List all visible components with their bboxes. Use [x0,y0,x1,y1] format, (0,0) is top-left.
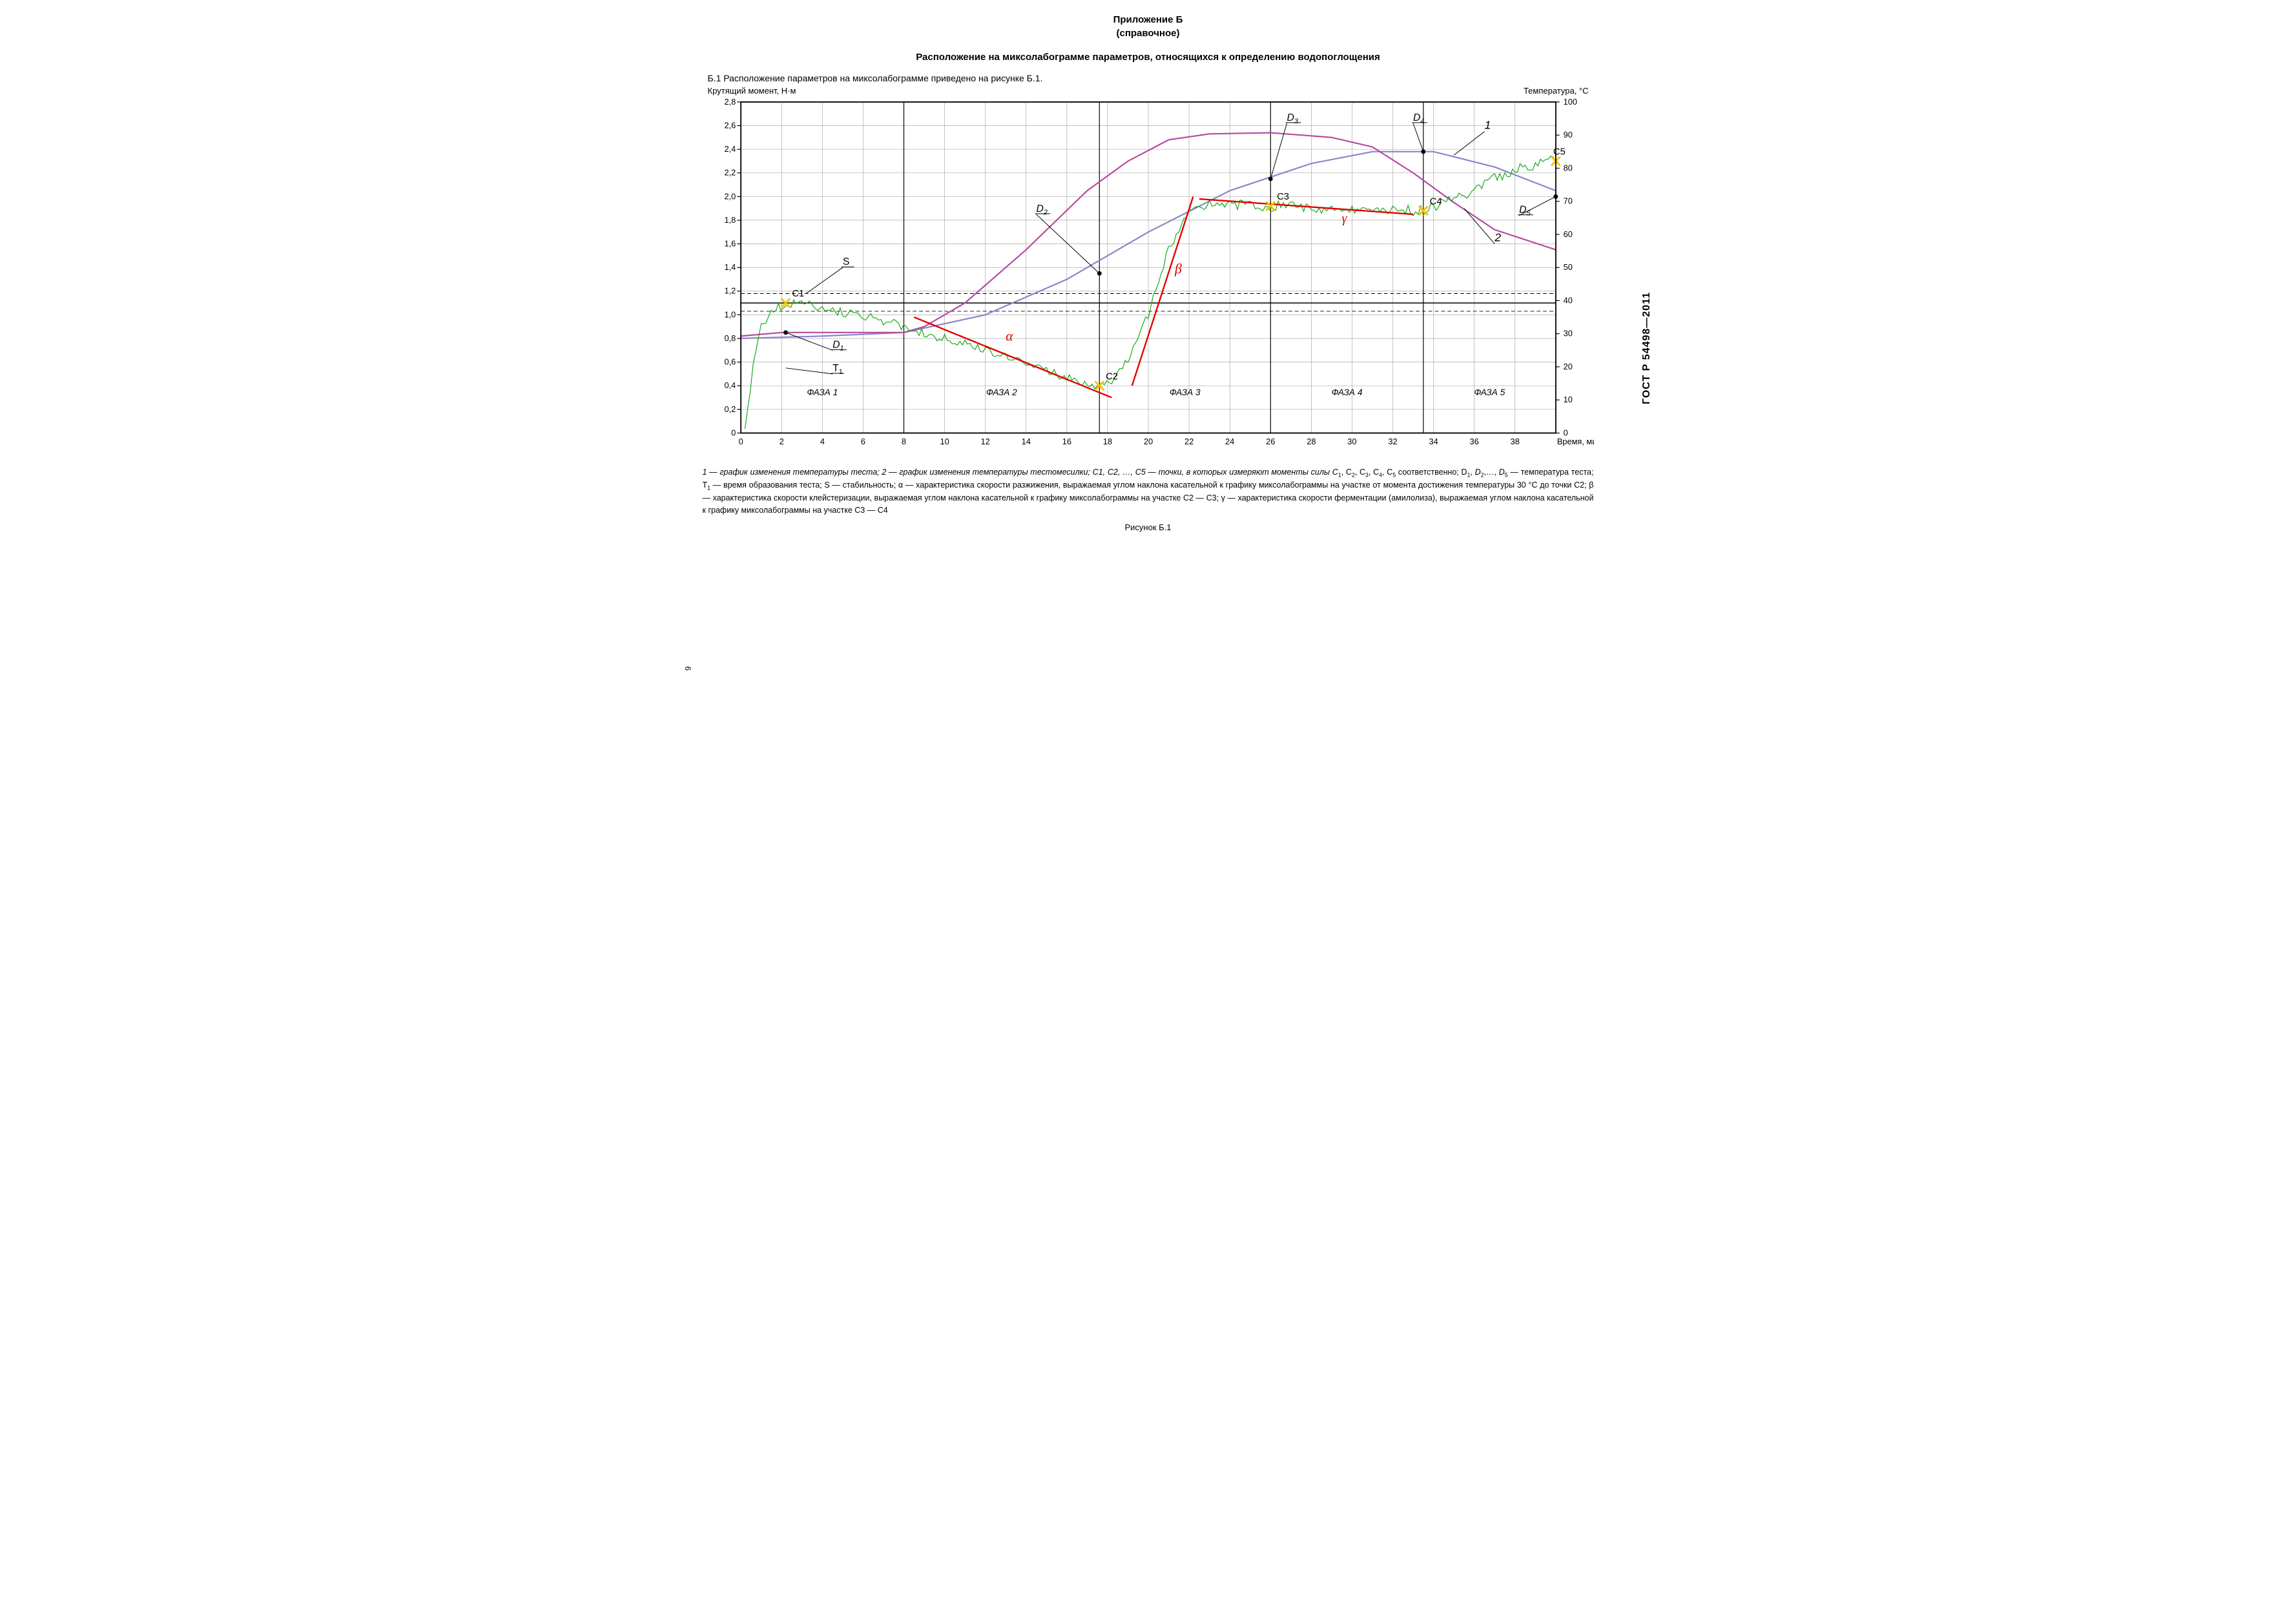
svg-text:0,4: 0,4 [724,380,736,390]
svg-text:2,0: 2,0 [724,191,736,201]
svg-text:2: 2 [1494,231,1501,244]
page: ГОСТ Р 54498—2011 9 Приложение Б (справо… [664,0,1633,685]
svg-text:4: 4 [820,437,824,446]
svg-text:1,4: 1,4 [724,262,736,272]
svg-text:10: 10 [1563,395,1572,404]
svg-text:32: 32 [1388,437,1397,446]
chart: 0246810121416182022242628303234363800,20… [703,96,1594,457]
svg-text:2,2: 2,2 [724,168,736,178]
svg-text:ФАЗА 4: ФАЗА 4 [1331,388,1362,397]
appendix-note: (справочное) [1117,28,1180,39]
svg-text:60: 60 [1563,229,1572,239]
svg-text:C4: C4 [1429,196,1442,207]
left-axis-title: Крутящий момент, Н·м [708,86,796,96]
svg-text:2,6: 2,6 [724,120,736,130]
appendix-title: Приложение Б [1113,14,1183,25]
svg-text:20: 20 [1563,362,1572,371]
svg-text:2: 2 [779,437,783,446]
svg-text:0,2: 0,2 [724,404,736,414]
svg-text:10: 10 [940,437,949,446]
svg-text:40: 40 [1563,295,1572,305]
standard-id: ГОСТ Р 54498—2011 [1641,292,1653,404]
svg-text:20: 20 [1143,437,1152,446]
svg-text:34: 34 [1429,437,1438,446]
svg-text:6: 6 [860,437,865,446]
svg-text:1: 1 [1484,119,1491,132]
svg-text:14: 14 [1021,437,1030,446]
figure-caption: 1 — график изменения температуры теста; … [703,466,1594,516]
svg-text:ФАЗА 3: ФАЗА 3 [1169,388,1200,397]
svg-text:C5: C5 [1553,147,1565,158]
right-axis-title: Температура, °С [1524,86,1589,96]
svg-text:1,6: 1,6 [724,239,736,249]
svg-text:80: 80 [1563,163,1572,172]
svg-text:24: 24 [1225,437,1234,446]
svg-text:ФАЗА 2: ФАЗА 2 [986,388,1017,397]
svg-text:S: S [842,256,849,267]
svg-text:26: 26 [1266,437,1275,446]
svg-text:18: 18 [1102,437,1112,446]
svg-text:38: 38 [1510,437,1519,446]
svg-text:ФАЗА 1: ФАЗА 1 [807,388,838,397]
svg-text:70: 70 [1563,196,1572,206]
svg-text:1,2: 1,2 [724,286,736,296]
svg-text:22: 22 [1184,437,1193,446]
svg-text:100: 100 [1563,97,1577,107]
svg-text:1,0: 1,0 [724,309,736,319]
line-b1: Б.1 Расположение параметров на миксолабо… [708,73,1594,83]
svg-text:0: 0 [738,437,743,446]
axis-titles-row: Крутящий момент, Н·м Температура, °С [703,86,1594,96]
svg-text:90: 90 [1563,130,1572,140]
svg-text:30: 30 [1347,437,1356,446]
appendix-header: Приложение Б (справочное) [703,13,1594,40]
svg-text:0,6: 0,6 [724,357,736,367]
svg-text:0,8: 0,8 [724,333,736,343]
svg-text:30: 30 [1563,329,1572,338]
svg-text:0: 0 [731,428,736,437]
svg-text:γ: γ [1341,212,1347,226]
svg-text:28: 28 [1307,437,1316,446]
svg-text:ФАЗА 5: ФАЗА 5 [1474,388,1505,397]
svg-text:C1: C1 [792,289,804,299]
svg-text:Время, мин: Время, мин [1557,437,1593,446]
figure-label: Рисунок Б.1 [703,522,1594,532]
svg-text:β: β [1174,261,1182,276]
appendix-subtitle: Расположение на миксолабограмме параметр… [703,52,1594,63]
svg-text:16: 16 [1062,437,1071,446]
svg-text:50: 50 [1563,262,1572,272]
svg-text:0: 0 [1563,428,1567,437]
svg-text:2,8: 2,8 [724,97,736,107]
svg-text:2,4: 2,4 [724,144,736,154]
svg-text:36: 36 [1469,437,1478,446]
svg-text:α: α [1006,329,1013,344]
svg-text:C2: C2 [1106,371,1118,382]
chart-svg: 0246810121416182022242628303234363800,20… [703,96,1594,457]
svg-text:1,8: 1,8 [724,215,736,225]
svg-text:12: 12 [980,437,989,446]
svg-text:8: 8 [901,437,905,446]
page-number: 9 [683,667,692,671]
svg-text:C3: C3 [1277,192,1289,202]
